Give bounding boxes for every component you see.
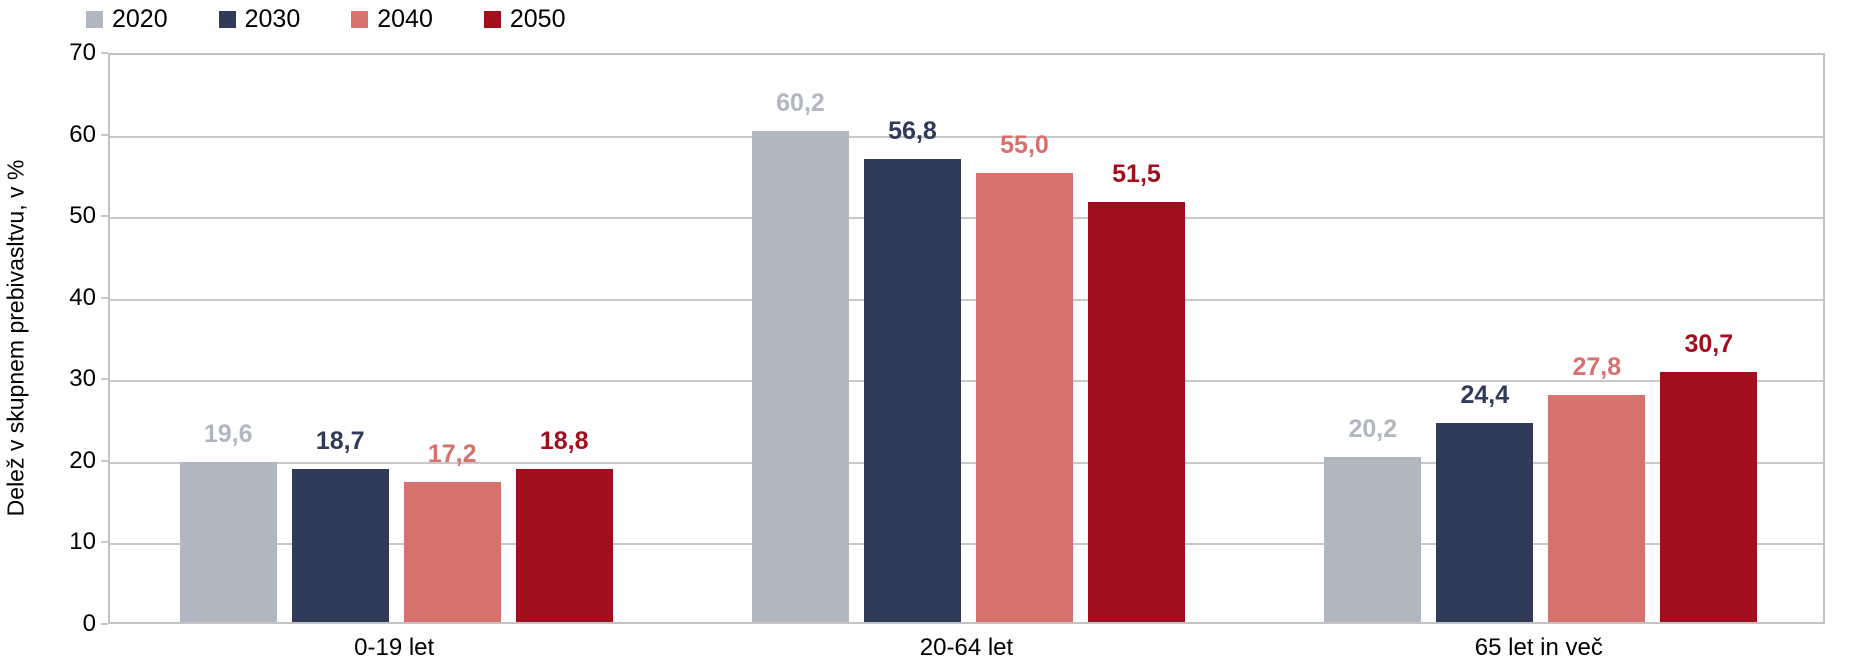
y-tick-mark	[101, 215, 108, 218]
bar-2040-65 let in več	[1548, 395, 1646, 622]
legend-label: 2030	[244, 5, 301, 33]
x-category-label: 20-64 let	[919, 634, 1014, 661]
bar-2040-0-19 let	[403, 481, 501, 622]
gridline	[110, 217, 1823, 220]
legend-swatch-icon	[351, 10, 369, 28]
bar-value-label: 19,6	[203, 420, 253, 449]
bar-value-label: 51,5	[1112, 159, 1161, 188]
gridline	[110, 461, 1823, 464]
legend: 2020 2030 2040 2050	[86, 4, 566, 34]
x-category-label: 0-19 let	[354, 634, 435, 661]
y-tick-mark	[101, 52, 108, 54]
bar-2030-20-64 let	[864, 158, 961, 622]
y-tick-label: 30	[69, 365, 96, 393]
legend-label: 2020	[112, 5, 168, 33]
bar-2030-0-19 let	[291, 469, 389, 622]
legend-swatch-icon	[218, 10, 236, 28]
legend-swatch-icon	[483, 10, 501, 28]
bar-value-label: 30,7	[1684, 329, 1734, 358]
legend-item-2030: 2030	[218, 4, 301, 34]
y-tick-mark	[101, 296, 108, 299]
bar-value-label: 18,7	[315, 427, 365, 456]
x-category-label: 65 let in več	[1474, 634, 1603, 661]
legend-item-2020: 2020	[86, 4, 168, 34]
y-tick-mark	[101, 459, 108, 462]
bar-value-label: 17,2	[427, 439, 477, 468]
y-tick-mark	[101, 378, 108, 381]
legend-label: 2050	[509, 5, 566, 33]
legend-item-2040: 2040	[351, 4, 433, 34]
y-tick-label: 0	[82, 610, 96, 637]
bar-2050-0-19 let	[515, 468, 613, 622]
y-tick-mark	[101, 623, 108, 625]
bar-2050-20-64 let	[1088, 201, 1185, 622]
bar-value-label: 20,2	[1348, 415, 1398, 444]
y-tick-label: 10	[69, 528, 96, 556]
y-tick-label: 60	[69, 120, 96, 148]
gridline	[110, 380, 1823, 383]
legend-swatch-icon	[86, 10, 103, 28]
y-tick-mark	[101, 541, 108, 544]
bar-value-label: 24,4	[1460, 380, 1510, 409]
y-tick-label: 20	[69, 446, 96, 474]
bar-2050-65 let in več	[1660, 371, 1758, 622]
y-tick-label: 40	[69, 283, 96, 311]
y-tick-label: 70	[69, 39, 96, 66]
bar-value-label: 18,8	[539, 426, 589, 455]
bar-2030-65 let in več	[1436, 422, 1534, 622]
bar-value-label: 27,8	[1572, 353, 1622, 382]
legend-item-2050: 2050	[483, 4, 566, 34]
plot-area: 19,6 18,7 17,2 18,8 60,2 56,8 55,0 51,5 20,2 24,4…	[108, 53, 1825, 624]
gridline	[110, 543, 1823, 546]
bar-2020-0-19 let	[179, 462, 277, 622]
bar-value-label: 60,2	[776, 88, 825, 117]
gridline	[110, 298, 1823, 301]
y-tick-mark	[101, 133, 108, 136]
bar-value-label: 56,8	[888, 116, 937, 145]
bar-2040-20-64 let	[976, 173, 1073, 622]
bar-2020-20-64 let	[752, 130, 849, 622]
legend-label: 2040	[377, 5, 433, 33]
bar-value-label: 55,0	[1000, 131, 1049, 160]
y-tick-label: 50	[69, 202, 96, 230]
bar-2020-65 let in več	[1324, 457, 1422, 622]
gridline	[110, 135, 1823, 138]
